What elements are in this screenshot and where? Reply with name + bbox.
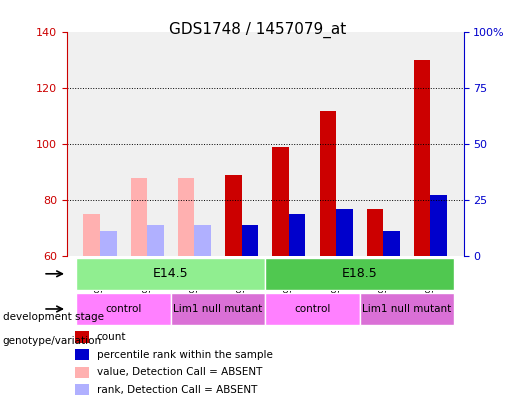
FancyBboxPatch shape [76, 258, 265, 290]
Bar [242, 226, 258, 256]
FancyBboxPatch shape [171, 293, 265, 325]
Text: control: control [106, 304, 142, 314]
FancyBboxPatch shape [76, 293, 171, 325]
Bar [178, 178, 194, 256]
Text: control: control [294, 304, 331, 314]
Bar [431, 195, 447, 256]
Bar [367, 209, 383, 256]
Bar [383, 231, 400, 256]
Text: development stage: development stage [3, 312, 104, 322]
Bar [75, 349, 89, 360]
Bar [225, 175, 242, 256]
Bar [272, 147, 289, 256]
Text: count: count [97, 332, 126, 342]
FancyBboxPatch shape [265, 258, 454, 290]
Text: percentile rank within the sample: percentile rank within the sample [97, 350, 272, 360]
Bar [194, 226, 211, 256]
FancyBboxPatch shape [265, 293, 359, 325]
Text: GDS1748 / 1457079_at: GDS1748 / 1457079_at [169, 22, 346, 38]
Text: Lim1 null mutant: Lim1 null mutant [362, 304, 452, 314]
Text: E14.5: E14.5 [153, 267, 188, 280]
Text: value, Detection Call = ABSENT: value, Detection Call = ABSENT [97, 367, 262, 377]
Bar [83, 214, 100, 256]
Bar [414, 60, 431, 256]
Bar [131, 178, 147, 256]
Text: E18.5: E18.5 [342, 267, 377, 280]
Bar [75, 367, 89, 378]
Bar [75, 331, 89, 343]
Bar [147, 226, 164, 256]
Text: genotype/variation: genotype/variation [3, 336, 101, 346]
Text: Lim1 null mutant: Lim1 null mutant [174, 304, 263, 314]
Bar [100, 231, 116, 256]
FancyBboxPatch shape [359, 293, 454, 325]
Bar [289, 214, 305, 256]
Bar [75, 384, 89, 396]
Bar [319, 111, 336, 256]
Text: rank, Detection Call = ABSENT: rank, Detection Call = ABSENT [97, 385, 257, 395]
Bar [336, 209, 353, 256]
